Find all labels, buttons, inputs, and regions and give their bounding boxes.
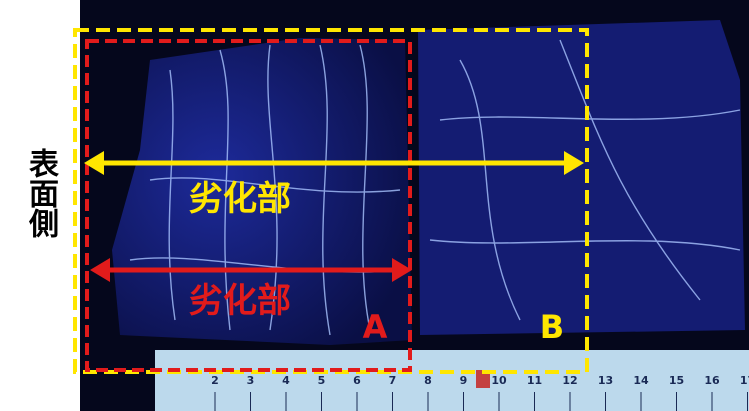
ruler-label: 12 [562, 374, 577, 387]
ruler-label: 17 [740, 374, 749, 387]
annotated-photo: 2 3 4 5 6 7 8 9 10 11 12 13 14 15 16 17 劣化部 劣化部 A B [0, 0, 749, 411]
page: 2 3 4 5 6 7 8 9 10 11 12 13 14 15 16 17 劣化部 劣化部 A B 表面側 [0, 0, 749, 411]
ruler-label: 16 [704, 374, 720, 387]
ruler-label: 2 [211, 374, 219, 387]
ruler-label: 10 [491, 374, 507, 387]
ruler [155, 350, 749, 411]
ruler-label: 3 [247, 374, 255, 387]
red-label: 劣化部 [189, 281, 291, 321]
specimen-right [418, 20, 745, 335]
label-a: A [363, 308, 388, 346]
ruler-label: 15 [669, 374, 684, 387]
ruler-label: 5 [318, 374, 326, 387]
ruler-label: 14 [633, 374, 649, 387]
label-b: B [540, 308, 564, 346]
yellow-label: 劣化部 [189, 179, 291, 219]
ruler-label: 13 [598, 374, 613, 387]
ruler-label: 8 [424, 374, 432, 387]
ruler-label: 7 [389, 374, 397, 387]
ruler-label: 11 [527, 374, 542, 387]
ruler-label: 4 [282, 374, 290, 387]
ruler-label: 9 [460, 374, 468, 387]
ruler-label: 6 [353, 374, 361, 387]
side-label: 表面側 [24, 148, 58, 238]
